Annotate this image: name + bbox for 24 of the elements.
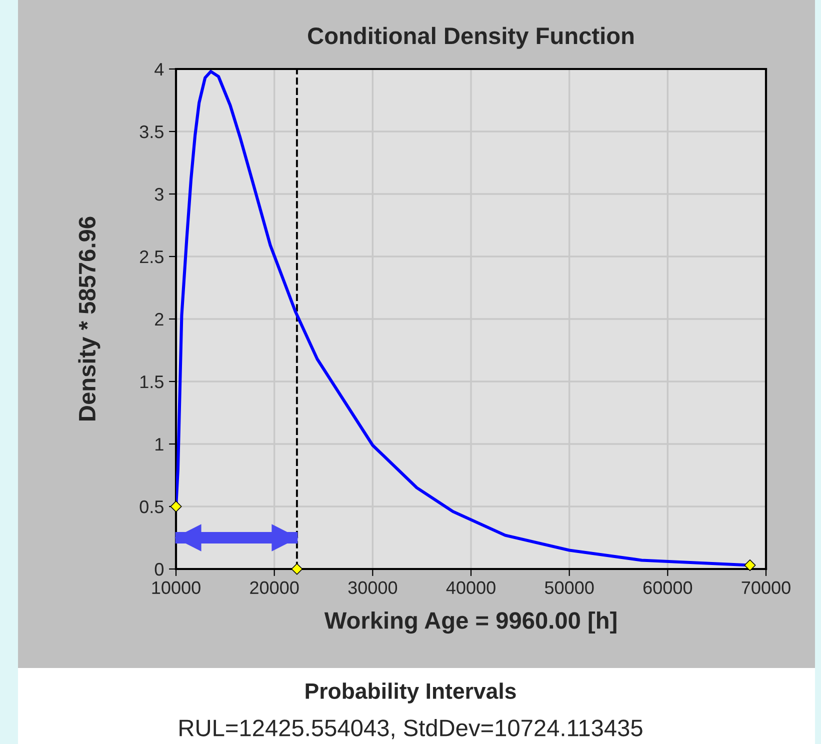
y-tick-label: 2.5 bbox=[140, 250, 164, 264]
y-tick-label: 3 bbox=[154, 188, 164, 201]
x-tick-label: 70000 bbox=[742, 581, 790, 594]
text: RUL=12425.554043, StdDev=10724.113435 bbox=[180, 718, 642, 740]
x-tick-label: 10000 bbox=[152, 581, 200, 594]
x-tick-label: 60000 bbox=[643, 581, 692, 594]
y-axis-title: Density * 58576.96 bbox=[78, 216, 100, 420]
y-tick-label: 0.5 bbox=[140, 500, 164, 514]
y-tick-label: 2 bbox=[155, 312, 164, 326]
point bbox=[170, 500, 182, 512]
x-tick-label: 40000 bbox=[446, 581, 496, 594]
y-tick-label: 0 bbox=[154, 562, 164, 576]
chart-title: Conditional Density Function bbox=[308, 26, 634, 49]
x-tick-label: 50000 bbox=[544, 581, 594, 594]
point bbox=[291, 563, 303, 575]
y-tick-label: 3.5 bbox=[140, 125, 164, 138]
x-tick-label: 20000 bbox=[250, 581, 299, 594]
point bbox=[744, 559, 756, 572]
x-tick-label: 30000 bbox=[348, 581, 398, 594]
y-tick-label: 1 bbox=[156, 438, 164, 451]
y-tick-label: 4 bbox=[154, 63, 164, 76]
x-axis-title: Working Age = 9960.00 [h] bbox=[324, 612, 616, 634]
y-tick-label: 1.5 bbox=[140, 376, 164, 388]
text: Probability Intervals bbox=[306, 682, 516, 704]
